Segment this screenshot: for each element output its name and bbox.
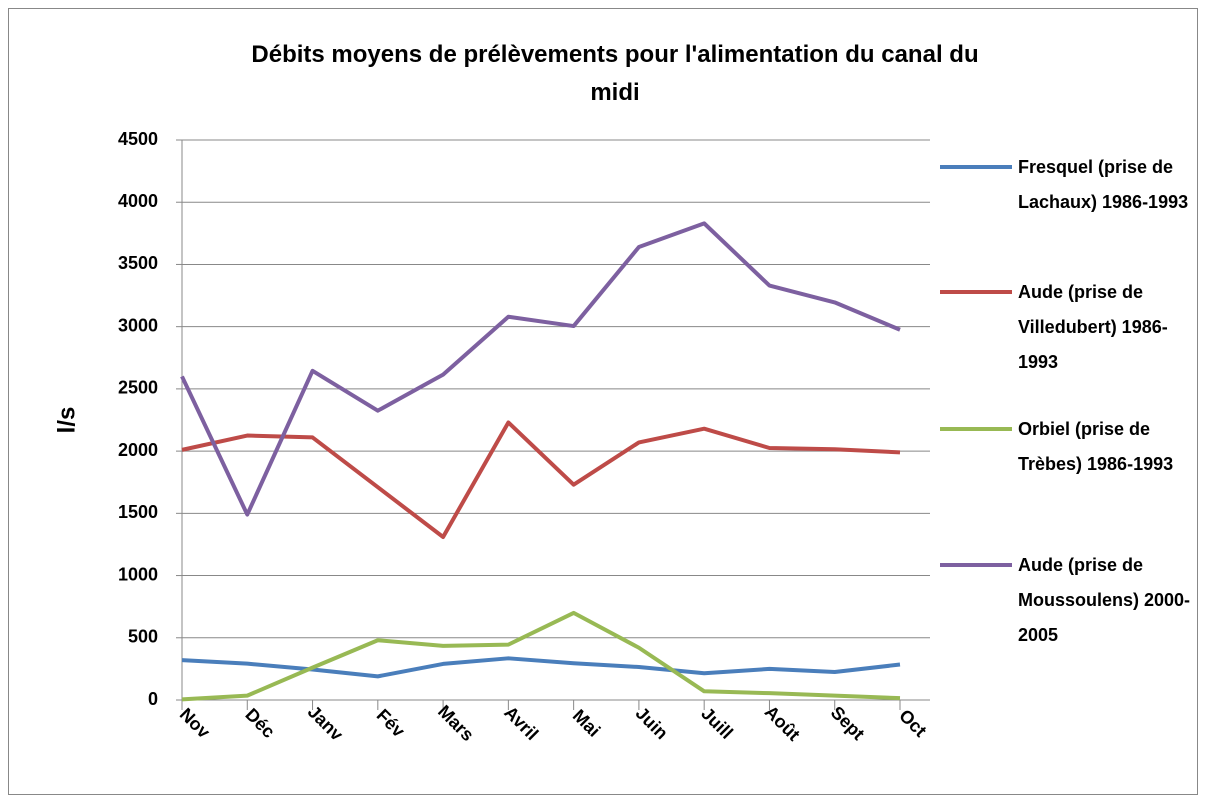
x-tick-label: Août: [761, 702, 804, 745]
y-tick-label: 0: [148, 689, 158, 709]
y-tick-label: 1000: [118, 564, 158, 584]
series-line: [180, 221, 901, 517]
x-tick-label: Oct: [895, 705, 930, 740]
y-axis-label: l/s: [53, 407, 80, 434]
y-tick-label: 2000: [118, 440, 158, 460]
x-tick-label: Janv: [304, 702, 347, 745]
y-tick-label: 3500: [118, 253, 158, 273]
y-tick-label: 500: [128, 627, 158, 647]
x-tick-label: Mai: [569, 705, 604, 740]
series-line: [181, 610, 901, 702]
legend-label: Aude (prise de Villedubert) 1986-1993: [1018, 282, 1168, 372]
legend-label: Aude (prise de Moussoulens) 2000-2005: [1018, 555, 1191, 645]
y-tick-label: 1500: [118, 502, 158, 522]
legend-label: Orbiel (prise de Trèbes) 1986-1993: [1018, 419, 1174, 474]
x-tick-label: Juill: [697, 703, 737, 743]
y-tick-label: 2500: [118, 378, 158, 398]
x-tick-label: Avril: [500, 702, 542, 744]
legend-label: Fresquel (prise de Lachaux) 1986-1993: [1018, 157, 1189, 212]
chart-title: Débits moyens de prélèvements pour l'ali…: [251, 41, 979, 106]
x-tick-label: Juin: [632, 703, 672, 743]
y-tick-label: 4500: [118, 129, 158, 149]
series-line: [181, 656, 901, 679]
x-tick-label: Mars: [434, 701, 478, 745]
frame: [8, 8, 1198, 795]
x-tick-label: Fév: [373, 705, 409, 741]
x-tick-label: Sept: [827, 702, 869, 744]
y-tick-label: 4000: [118, 191, 158, 211]
series-line: [181, 420, 901, 539]
y-tick-label: 3000: [118, 315, 158, 335]
